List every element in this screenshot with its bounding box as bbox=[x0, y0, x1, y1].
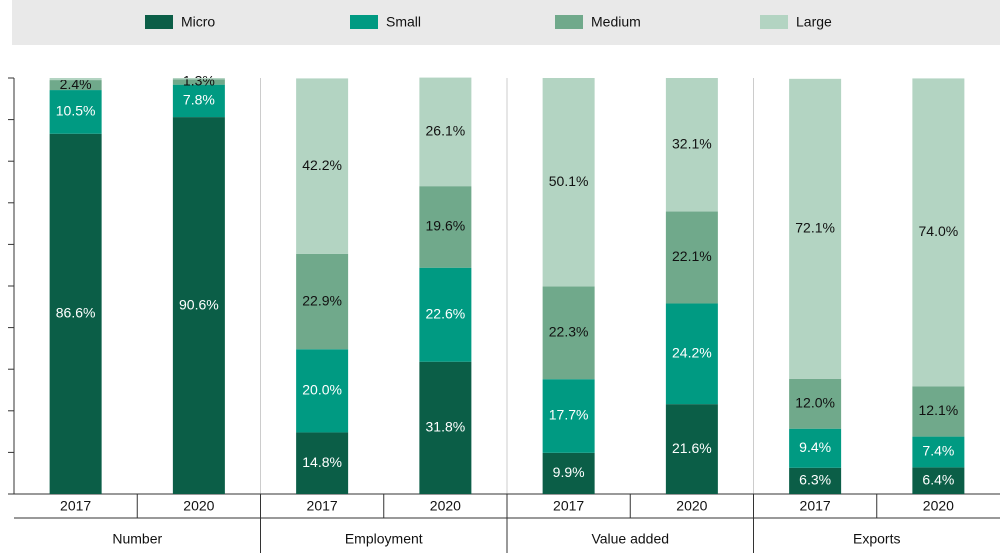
bar-segment bbox=[912, 467, 965, 494]
bar-segment bbox=[419, 77, 472, 187]
bar-segment bbox=[296, 78, 349, 254]
x-tick-label: 2020 bbox=[676, 498, 707, 514]
data-label: 6.3% bbox=[799, 472, 831, 488]
bar-segment bbox=[789, 378, 842, 429]
data-label: 72.1% bbox=[795, 220, 835, 236]
data-label: 7.4% bbox=[922, 443, 954, 459]
bar-segment bbox=[542, 78, 595, 287]
data-label: 12.1% bbox=[919, 402, 959, 418]
bar-segment bbox=[542, 286, 595, 380]
data-label: 21.6% bbox=[672, 440, 712, 456]
group-label: Number bbox=[112, 531, 162, 547]
data-label: 24.2% bbox=[672, 345, 712, 361]
x-tick-label: 2017 bbox=[553, 498, 584, 514]
data-label: 22.6% bbox=[426, 305, 466, 321]
data-label: 19.6% bbox=[426, 218, 466, 234]
legend-swatch bbox=[350, 15, 378, 29]
data-label: 42.2% bbox=[302, 157, 342, 173]
data-label: 22.3% bbox=[549, 324, 589, 340]
bar-segment bbox=[789, 78, 842, 379]
data-label: 22.1% bbox=[672, 248, 712, 264]
bar-segment bbox=[172, 79, 225, 85]
bar-segment bbox=[296, 253, 349, 350]
data-label: 17.7% bbox=[549, 407, 589, 423]
bar-segment bbox=[665, 303, 718, 405]
bar-segment bbox=[912, 78, 965, 387]
data-label: 26.1% bbox=[426, 123, 466, 139]
data-label: 10.5% bbox=[56, 103, 96, 119]
group-label: Exports bbox=[853, 531, 900, 547]
data-label: 1.3% bbox=[183, 73, 215, 89]
legend-swatch bbox=[760, 15, 788, 29]
data-label: 6.4% bbox=[922, 471, 954, 487]
data-label: 32.1% bbox=[672, 135, 712, 151]
data-label: 74.0% bbox=[919, 223, 959, 239]
data-label: 9.9% bbox=[553, 464, 585, 480]
x-tick-label: 2017 bbox=[60, 498, 91, 514]
data-label: 14.8% bbox=[302, 454, 342, 470]
bar-segment bbox=[49, 133, 102, 494]
legend-label: Medium bbox=[591, 14, 641, 30]
data-label: 50.1% bbox=[549, 173, 589, 189]
bar-segment bbox=[912, 436, 965, 468]
bar-segment bbox=[665, 78, 718, 212]
bar-segment bbox=[296, 349, 349, 433]
bar-segment bbox=[172, 117, 225, 494]
data-label: 20.0% bbox=[302, 382, 342, 398]
legend-swatch bbox=[145, 15, 173, 29]
legend-label: Micro bbox=[181, 14, 215, 30]
bar-segment bbox=[49, 80, 102, 91]
x-tick-label: 2017 bbox=[307, 498, 338, 514]
bar-segment bbox=[296, 432, 349, 494]
bar-segment bbox=[542, 379, 595, 453]
bar-segment bbox=[912, 386, 965, 437]
data-label: 7.8% bbox=[183, 92, 215, 108]
bar-segment bbox=[49, 90, 102, 134]
bar-segment bbox=[419, 361, 472, 494]
bar-segment bbox=[789, 467, 842, 494]
bar-segment bbox=[172, 84, 225, 118]
data-label: 86.6% bbox=[56, 305, 96, 321]
bar-segment bbox=[542, 452, 595, 494]
bar-segment bbox=[419, 267, 472, 362]
legend-swatch bbox=[555, 15, 583, 29]
x-tick-label: 2020 bbox=[923, 498, 954, 514]
bar-segment bbox=[49, 78, 102, 81]
data-label: 31.8% bbox=[426, 419, 466, 435]
x-tick-label: 2017 bbox=[800, 498, 831, 514]
bar-segment bbox=[789, 428, 842, 468]
x-tick-label: 2020 bbox=[430, 498, 461, 514]
bar-segment bbox=[665, 404, 718, 494]
data-label: 9.4% bbox=[799, 439, 831, 455]
data-label: 90.6% bbox=[179, 296, 219, 312]
legend-label: Large bbox=[796, 14, 832, 30]
bar-segment bbox=[665, 211, 718, 304]
group-label: Value added bbox=[591, 531, 669, 547]
group-label: Employment bbox=[345, 531, 423, 547]
x-tick-label: 2020 bbox=[183, 498, 214, 514]
data-label: 12.0% bbox=[795, 394, 835, 410]
legend-background bbox=[12, 0, 1000, 45]
data-label: 22.9% bbox=[302, 292, 342, 308]
bar-segment bbox=[172, 78, 225, 80]
bar-segment bbox=[419, 186, 472, 268]
legend-label: Small bbox=[386, 14, 421, 30]
